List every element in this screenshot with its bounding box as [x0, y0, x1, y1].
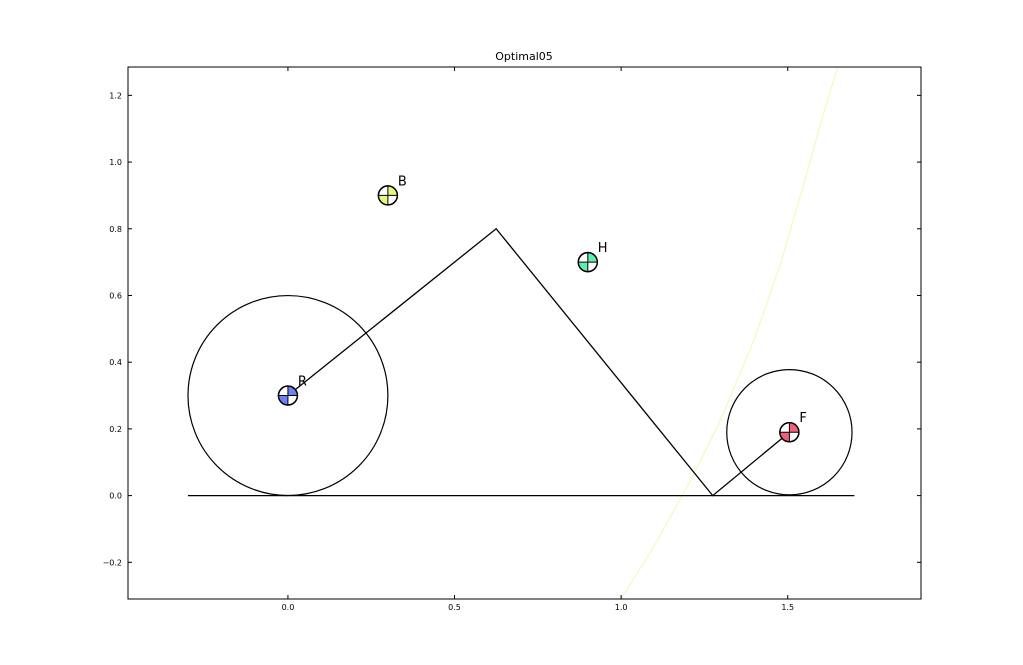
marker-quadrant — [378, 195, 388, 205]
y-tick-label: −0.2 — [103, 558, 122, 567]
marker-quadrant — [779, 432, 790, 442]
wheel-circle-2 — [726, 368, 853, 496]
x-tick-label: 1.0 — [615, 603, 628, 612]
marker-quadrant — [287, 386, 298, 396]
trajectory-curve — [620, 67, 839, 599]
y-tick-label: 0.6 — [109, 291, 122, 300]
wheel-circle-1 — [187, 294, 389, 497]
marker-r: R — [277, 375, 307, 406]
chart-title: Optimal05 — [495, 50, 553, 63]
marker-outline — [577, 251, 599, 273]
y-tick-label: 0.8 — [109, 225, 122, 234]
axes: 0.0 0.5 1.0 1.5 −0.2 0.0 0.2 0.4 0.6 0.8 1.0 1.2 — [103, 67, 921, 612]
marker-quadrant — [387, 185, 398, 196]
marker-outline — [779, 422, 800, 443]
marker-label-f: F — [799, 411, 806, 426]
marker-quadrant — [789, 422, 799, 433]
plot-area-border — [127, 66, 922, 600]
marker-f: F — [779, 411, 807, 443]
x-tick-label: 0.5 — [448, 603, 461, 612]
marker-label-b: B — [398, 174, 407, 189]
marker-outline — [377, 185, 399, 206]
chart-marks: B H R F — [187, 67, 855, 599]
marker-quadrant — [278, 395, 288, 406]
plot-content: B H R F — [187, 67, 855, 599]
marker-quadrant — [578, 262, 588, 272]
x-tick-label: 1.5 — [781, 603, 794, 612]
marker-outline — [277, 385, 299, 406]
y-tick-label: 0.2 — [109, 425, 122, 434]
y-tick-label: 1.0 — [109, 158, 122, 167]
marker-label-h: H — [598, 241, 608, 256]
marker-h: H — [577, 241, 608, 273]
x-tick-label: 0.0 — [282, 603, 295, 612]
marker-quadrant — [587, 252, 598, 263]
y-tick-label: 1.2 — [109, 91, 122, 100]
y-tick-label: 0.0 — [109, 492, 122, 501]
y-tick-label: 0.4 — [109, 358, 122, 367]
marker-label-r: R — [298, 375, 307, 390]
marker-b: B — [377, 174, 407, 206]
frame-line — [287, 227, 790, 497]
